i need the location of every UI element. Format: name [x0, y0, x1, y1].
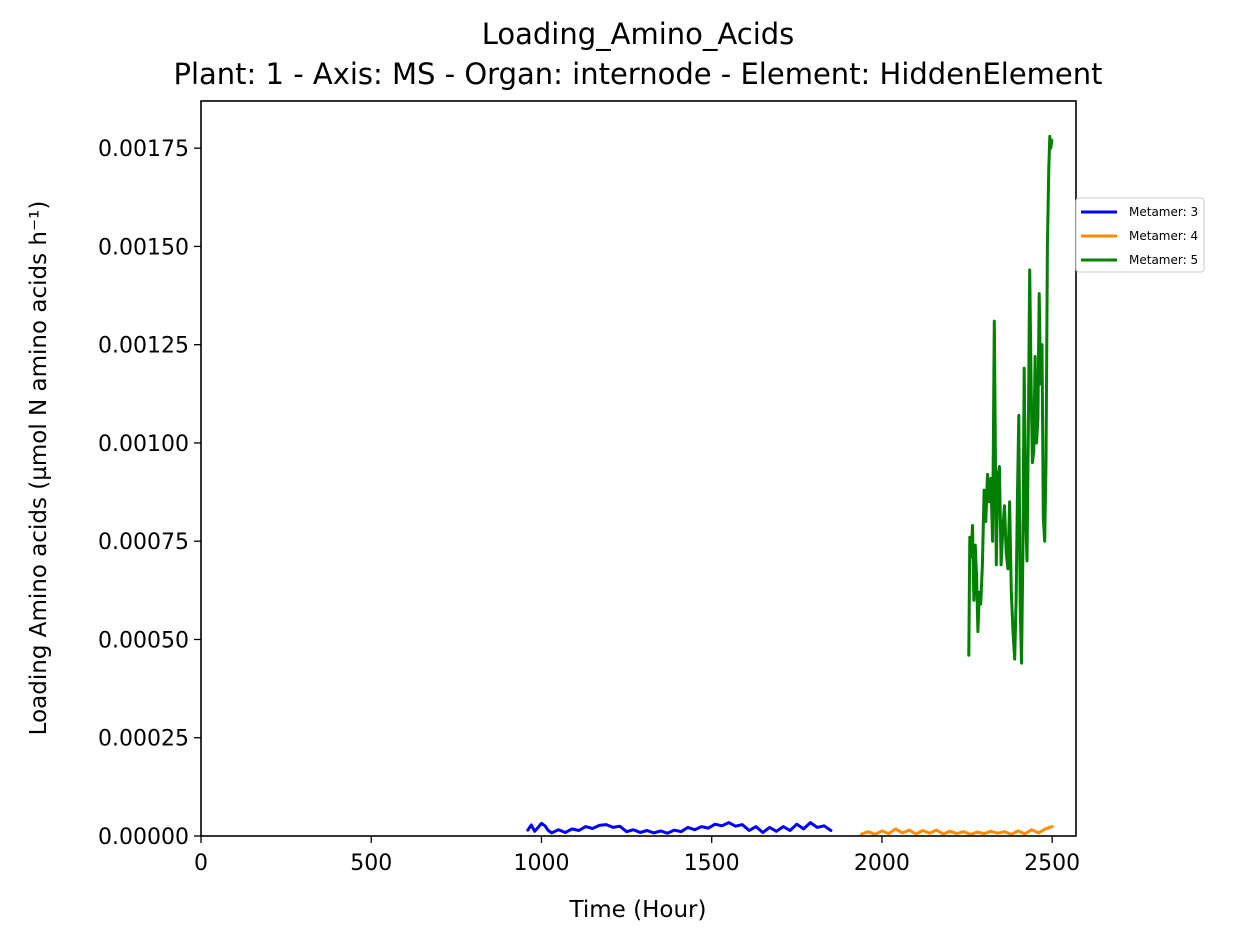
plot-lines	[526, 134, 1054, 836]
y-tick-label: 0.00175	[98, 137, 189, 162]
x-tick-label: 1000	[513, 851, 569, 876]
y-tick-label: 0.00000	[98, 825, 189, 850]
legend-label: Metamer: 4	[1129, 229, 1198, 243]
series-line-metamer-3	[526, 821, 833, 835]
chart-title: Loading_Amino_Acids	[482, 17, 795, 51]
y-tick-label: 0.00025	[98, 727, 189, 752]
legend-label: Metamer: 5	[1129, 253, 1198, 267]
legend: Metamer: 3 Metamer: 4 Metamer: 5	[1075, 197, 1205, 273]
x-tick-label: 2000	[854, 851, 910, 876]
x-tick-label: 0	[194, 851, 208, 876]
legend-box	[1075, 197, 1205, 273]
y-tick-label: 0.00075	[98, 530, 189, 555]
y-axis-ticks: 0.00000 0.00025 0.00050 0.00075 0.00100 0.001…	[98, 137, 201, 850]
y-axis-label: Loading Amino acids (µmol N amino acids …	[26, 201, 52, 736]
plot-frame	[200, 100, 1077, 837]
y-tick-label: 0.00125	[98, 334, 189, 359]
y-tick-label: 0.00150	[98, 235, 189, 260]
series-line-metamer-5	[967, 134, 1054, 665]
y-tick-label: 0.00100	[98, 432, 189, 457]
series-line-metamer-4	[860, 825, 1054, 836]
chart-subtitle: Plant: 1 - Axis: MS - Organ: internode -…	[173, 57, 1102, 91]
x-axis-label: Time (Hour)	[569, 897, 707, 923]
x-tick-label: 2500	[1024, 851, 1080, 876]
legend-label: Metamer: 3	[1129, 205, 1198, 219]
x-tick-label: 500	[350, 851, 392, 876]
x-axis-ticks: 0 500 1000 1500 2000 2500	[194, 836, 1080, 876]
y-tick-label: 0.00050	[98, 628, 189, 653]
x-tick-label: 1500	[684, 851, 740, 876]
